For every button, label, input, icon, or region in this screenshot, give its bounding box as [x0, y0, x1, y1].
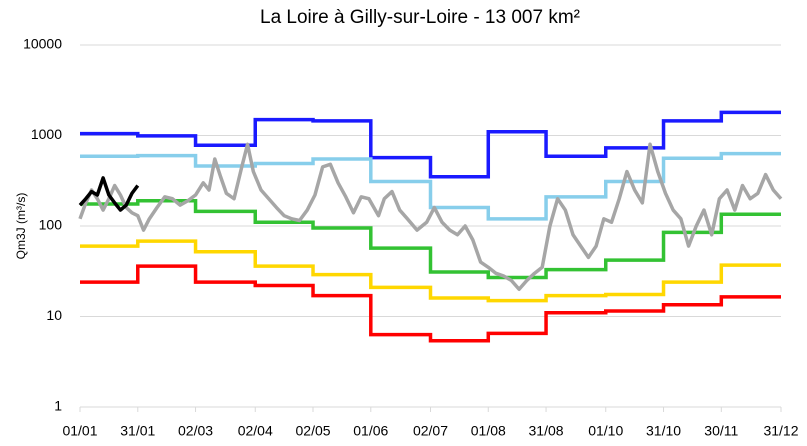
x-tick-label: 31/01 [120, 423, 155, 439]
x-tick-label: 02/07 [413, 423, 448, 439]
y-tick-label: 10000 [23, 36, 62, 52]
step-line [80, 151, 781, 221]
data-line [78, 176, 140, 212]
x-tick-label: 31/08 [529, 423, 564, 439]
x-tick-label: 30/11 [704, 423, 738, 439]
step-line [80, 199, 781, 280]
y-tick-label: 1 [54, 398, 62, 414]
data-line [78, 142, 783, 292]
step-line [80, 239, 781, 303]
x-tick-label: 01/06 [353, 423, 388, 439]
x-tick-label: 02/03 [178, 423, 213, 439]
x-tick-label: 01/10 [588, 423, 623, 439]
x-tick-label: 01/08 [471, 423, 506, 439]
x-tick-label: 02/04 [238, 423, 273, 439]
x-tick-label: 02/05 [296, 423, 331, 439]
y-tick-label: 1000 [31, 126, 62, 142]
y-axis-label: Qm3J (m³/s) [14, 193, 28, 260]
step-line [80, 110, 781, 179]
chart-title: La Loire à Gilly-sur-Loire - 13 007 km² [260, 7, 580, 28]
x-tick-label: 01/01 [62, 423, 97, 439]
x-tick-label: 31/12 [763, 423, 798, 439]
y-tick-label: 100 [39, 217, 63, 233]
step-line [80, 264, 781, 343]
x-tick-label: 31/10 [646, 423, 681, 439]
y-tick-label: 10 [46, 307, 62, 323]
